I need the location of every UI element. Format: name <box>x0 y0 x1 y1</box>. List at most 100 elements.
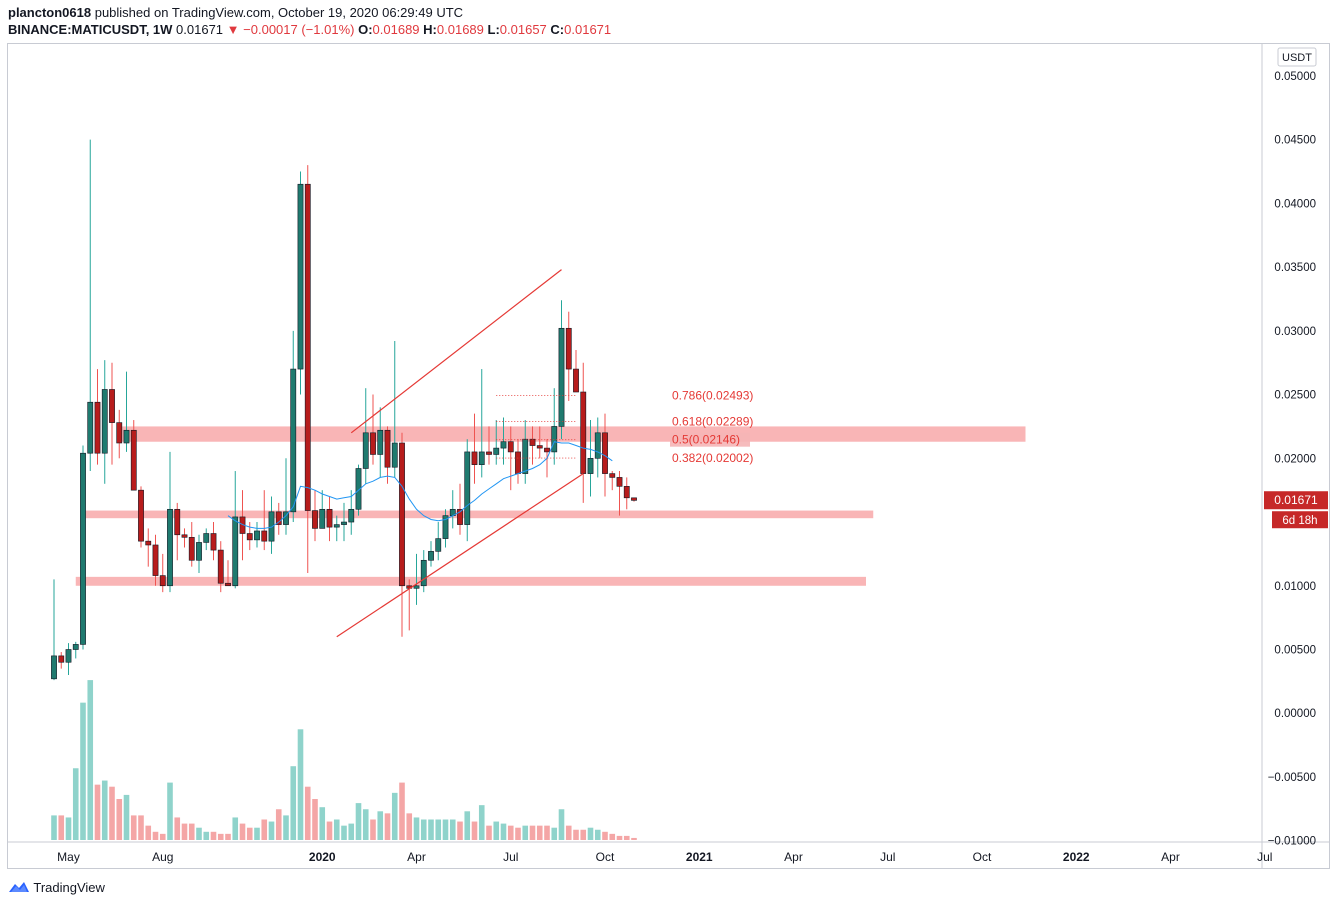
y-tick-label: 0.00500 <box>1274 645 1316 657</box>
volume-bar <box>116 799 123 840</box>
volume-bar <box>370 819 376 840</box>
y-tick-label: 0.05000 <box>1274 71 1316 83</box>
symbol-legend: BINANCE:MATICUSDT, 1W 0.01671 ▼ −0.00017… <box>8 22 611 37</box>
y-tick-label: 0.04500 <box>1274 135 1316 147</box>
candle-body <box>370 432 376 455</box>
volume-bar <box>80 702 86 840</box>
volume-bar <box>348 823 355 840</box>
candle-body <box>65 649 72 663</box>
candle-body <box>246 533 253 541</box>
volume-bar <box>406 813 413 840</box>
x-tick-label: Oct <box>596 850 615 864</box>
volume-bar <box>507 825 514 840</box>
candle-body <box>565 327 572 370</box>
y-tick-label: 0.03000 <box>1274 326 1316 338</box>
volume-bar <box>159 833 166 840</box>
volume-bar <box>616 835 623 840</box>
volume-bar <box>522 825 529 840</box>
candle-body <box>297 183 304 370</box>
candle-body <box>464 451 471 525</box>
candle-body <box>413 585 420 589</box>
publish-info: plancton0618 published on TradingView.co… <box>8 5 463 20</box>
countdown-tag <box>1272 511 1328 529</box>
volume-bar <box>493 821 500 840</box>
candle-body <box>500 441 507 449</box>
last-price-tag <box>1264 491 1328 510</box>
symbol-name[interactable]: BINANCE:MATICUSDT, 1W <box>8 22 173 37</box>
channel-upper-line <box>350 269 562 434</box>
volume-bar <box>623 835 630 840</box>
volume-bar <box>565 825 572 840</box>
last-price: 0.01671 <box>176 22 224 37</box>
candle-body <box>536 445 543 449</box>
fib-level-label: 0.618(0.02289) <box>672 414 753 428</box>
fib-level-label: 0.5(0.02146) <box>672 433 740 447</box>
price-zone-0 <box>119 426 1026 442</box>
candle-body <box>261 530 268 542</box>
candle-body <box>348 508 355 523</box>
candle-body <box>522 438 529 474</box>
candle-body <box>254 530 260 541</box>
volume-bar <box>478 805 485 840</box>
tradingview-logo-icon <box>9 882 29 892</box>
publisher-name[interactable]: plancton0618 <box>8 5 92 20</box>
candle-body <box>181 534 188 538</box>
volume-bar <box>101 780 108 840</box>
candle-body <box>123 429 130 444</box>
volume-bar <box>413 817 420 840</box>
volume-bar <box>275 809 282 840</box>
candle-body <box>594 432 601 459</box>
volume-bar <box>123 794 130 840</box>
y-tick-label: 0.00000 <box>1274 708 1316 720</box>
volume-bar <box>428 819 434 840</box>
volume-bar <box>471 821 478 840</box>
candle-body <box>174 508 181 536</box>
volume-bar <box>515 827 521 840</box>
candle-body <box>573 368 579 393</box>
volume-bar <box>246 827 253 840</box>
volume-bar <box>254 827 260 840</box>
candle-body <box>529 438 536 446</box>
volume-bar <box>65 817 72 840</box>
y-tick-label: 0.02500 <box>1274 390 1316 402</box>
volume-bar <box>87 680 94 840</box>
moving-average-line <box>227 441 613 529</box>
volume-bar <box>188 823 195 840</box>
candle-body <box>333 524 340 528</box>
price-zone-2 <box>75 576 866 586</box>
candle-body <box>304 183 311 511</box>
volume-bar <box>174 817 181 840</box>
candle-body <box>399 442 405 587</box>
volume-bar <box>94 784 101 840</box>
volume-bar <box>51 815 57 840</box>
candle-body <box>558 327 565 427</box>
candle-body <box>580 391 587 474</box>
candle-body <box>507 441 514 453</box>
candle-body <box>109 389 115 423</box>
volume-bar <box>297 729 304 840</box>
candle-body <box>152 544 159 576</box>
volume-bar <box>377 811 384 840</box>
x-tick-label: 2020 <box>309 850 336 864</box>
volume-bar <box>602 831 608 840</box>
candle-body <box>159 575 166 587</box>
candle-body <box>232 516 239 587</box>
candle-body <box>188 537 195 561</box>
chart-frame <box>7 43 1330 869</box>
candle-body <box>145 540 152 546</box>
x-tick-label: 2022 <box>1063 850 1090 864</box>
volume-bar <box>580 829 587 840</box>
tradingview-logo[interactable]: TradingView <box>8 880 105 895</box>
candle-body <box>225 582 231 587</box>
published-text: published on TradingView.com, October 19… <box>94 5 464 20</box>
volume-bar <box>239 823 246 840</box>
volume-bar <box>362 809 369 840</box>
open-value: 0.01689 <box>372 22 420 37</box>
volume-bar <box>130 815 137 840</box>
volume-bar <box>399 782 405 840</box>
candle-body <box>87 401 94 454</box>
candle-body <box>420 559 427 587</box>
candle-body <box>326 508 333 528</box>
volume-bar <box>442 819 449 840</box>
